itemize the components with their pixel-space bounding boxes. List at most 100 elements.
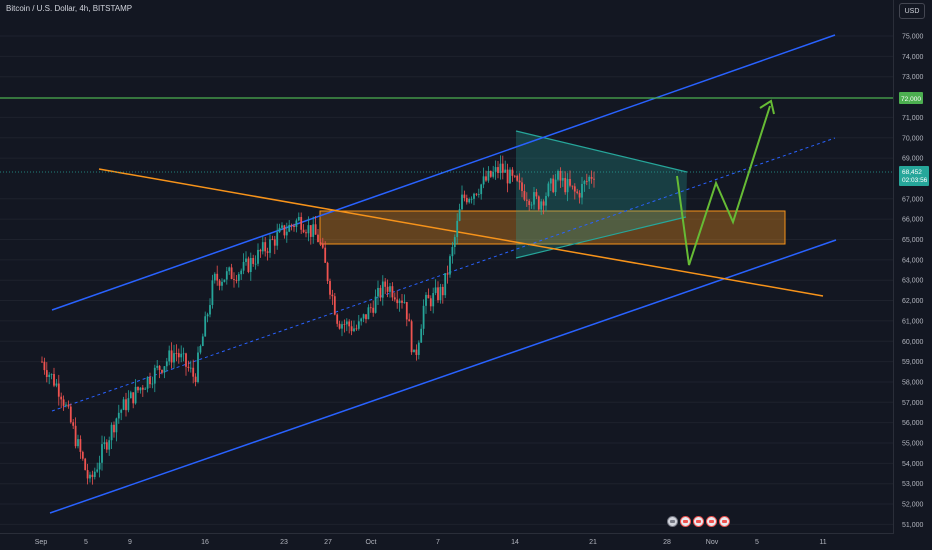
candle-down: [105, 442, 108, 450]
candle-up: [146, 377, 149, 389]
time-tick-label: Oct: [366, 539, 377, 546]
candle-down: [429, 298, 432, 307]
candle-down: [309, 225, 312, 237]
candle-up: [297, 216, 300, 221]
candle-up: [362, 314, 365, 319]
candle-up: [249, 258, 252, 272]
candle-down: [300, 216, 303, 230]
candle-up: [237, 274, 240, 281]
candle-up: [180, 353, 183, 358]
price-tick-label: 64,000: [902, 257, 924, 264]
candle-up: [225, 271, 228, 280]
candle-up: [228, 267, 231, 272]
candle-up: [439, 286, 442, 301]
candle-up: [566, 179, 569, 193]
candle-down: [386, 286, 389, 292]
candle-up: [477, 194, 480, 195]
candle-up: [295, 220, 298, 228]
candle-down: [501, 163, 504, 173]
candle-up: [254, 263, 257, 265]
dividend-event-icon[interactable]: [667, 516, 678, 527]
candle-down: [535, 192, 538, 197]
channel-upper-line[interactable]: [51, 34, 836, 311]
triangle-lower-line[interactable]: [515, 216, 687, 259]
candle-down: [194, 376, 197, 382]
candle-down: [273, 239, 276, 246]
channel-mid-line[interactable]: [51, 137, 836, 412]
candle-down: [437, 287, 439, 301]
candle-up: [108, 440, 111, 450]
current-price-badge: [899, 166, 929, 186]
candle-down: [216, 273, 219, 281]
candle-up: [285, 231, 288, 236]
candle-down: [314, 224, 317, 235]
economic-event-icon[interactable]: [680, 516, 691, 527]
candle-up: [425, 294, 427, 306]
candle-up: [540, 201, 543, 210]
economic-event-icon[interactable]: [693, 516, 704, 527]
candle-down: [233, 278, 235, 280]
time-axis-labels: Sep 5 9 16 23 27 Oct 7 14 21 28 Nov 5 11: [35, 539, 827, 546]
economic-event-icon[interactable]: [719, 516, 730, 527]
candle-down: [264, 242, 267, 252]
time-tick-label: 28: [663, 539, 671, 546]
candle-up: [242, 261, 245, 271]
candle-up: [213, 273, 216, 281]
candle-down: [132, 392, 135, 404]
channel-lower-line[interactable]: [49, 239, 837, 514]
candle-down: [60, 396, 63, 400]
candle-down: [230, 267, 233, 279]
projection-arrowhead: [759, 99, 775, 115]
candle-down: [497, 167, 499, 173]
candle-up: [96, 469, 99, 472]
candle-up: [101, 444, 103, 463]
price-axis[interactable]: [894, 0, 932, 550]
time-axis[interactable]: [0, 533, 894, 550]
candle-down: [137, 386, 139, 391]
currency-button[interactable]: USD: [899, 3, 925, 19]
candle-down: [283, 225, 286, 236]
candle-down: [72, 422, 75, 426]
candle-down: [235, 279, 238, 281]
candle-up: [377, 287, 379, 297]
descending-trendline[interactable]: [98, 168, 824, 297]
candle-down: [405, 302, 408, 320]
candle-up: [93, 471, 96, 478]
candle-up: [115, 418, 118, 433]
candle-up: [461, 194, 463, 210]
candle-up: [453, 237, 456, 248]
candle-down: [343, 324, 346, 325]
economic-event-icon[interactable]: [706, 516, 717, 527]
candle-up: [480, 184, 483, 195]
candle-down: [67, 404, 70, 407]
candle-down: [57, 383, 60, 397]
symbol-title[interactable]: Bitcoin / U.S. Dollar, 4h, BITSTAMP: [6, 4, 133, 13]
candle-up: [103, 442, 106, 445]
candle-down: [506, 169, 509, 184]
candle-up: [353, 328, 355, 332]
candle-down: [86, 470, 89, 479]
price-tick-label: 57,000: [902, 400, 924, 407]
projection-path[interactable]: [676, 105, 771, 266]
candle-up: [389, 286, 391, 292]
candle-down: [271, 239, 274, 241]
candle-down: [465, 197, 468, 203]
support-zone[interactable]: [319, 210, 786, 245]
triangle-pattern[interactable]: [516, 131, 687, 258]
price-axis-ticks: 75,000 74,000 73,000 71,000 70,000 69,000 67,0…: [902, 34, 924, 529]
candle-down: [321, 243, 324, 248]
candle-down: [45, 370, 48, 377]
candle-up: [509, 169, 511, 184]
candle-down: [338, 323, 341, 329]
candle-down: [523, 191, 526, 200]
candle-up: [456, 220, 459, 238]
candle-down: [125, 399, 127, 411]
candle-up: [492, 171, 495, 177]
candle-down: [259, 249, 262, 252]
candle-up: [367, 307, 370, 320]
triangle-upper-line[interactable]: [515, 130, 688, 173]
price-tick-label: 52,000: [902, 502, 924, 509]
candle-up: [307, 225, 310, 234]
candle-up: [434, 287, 437, 294]
